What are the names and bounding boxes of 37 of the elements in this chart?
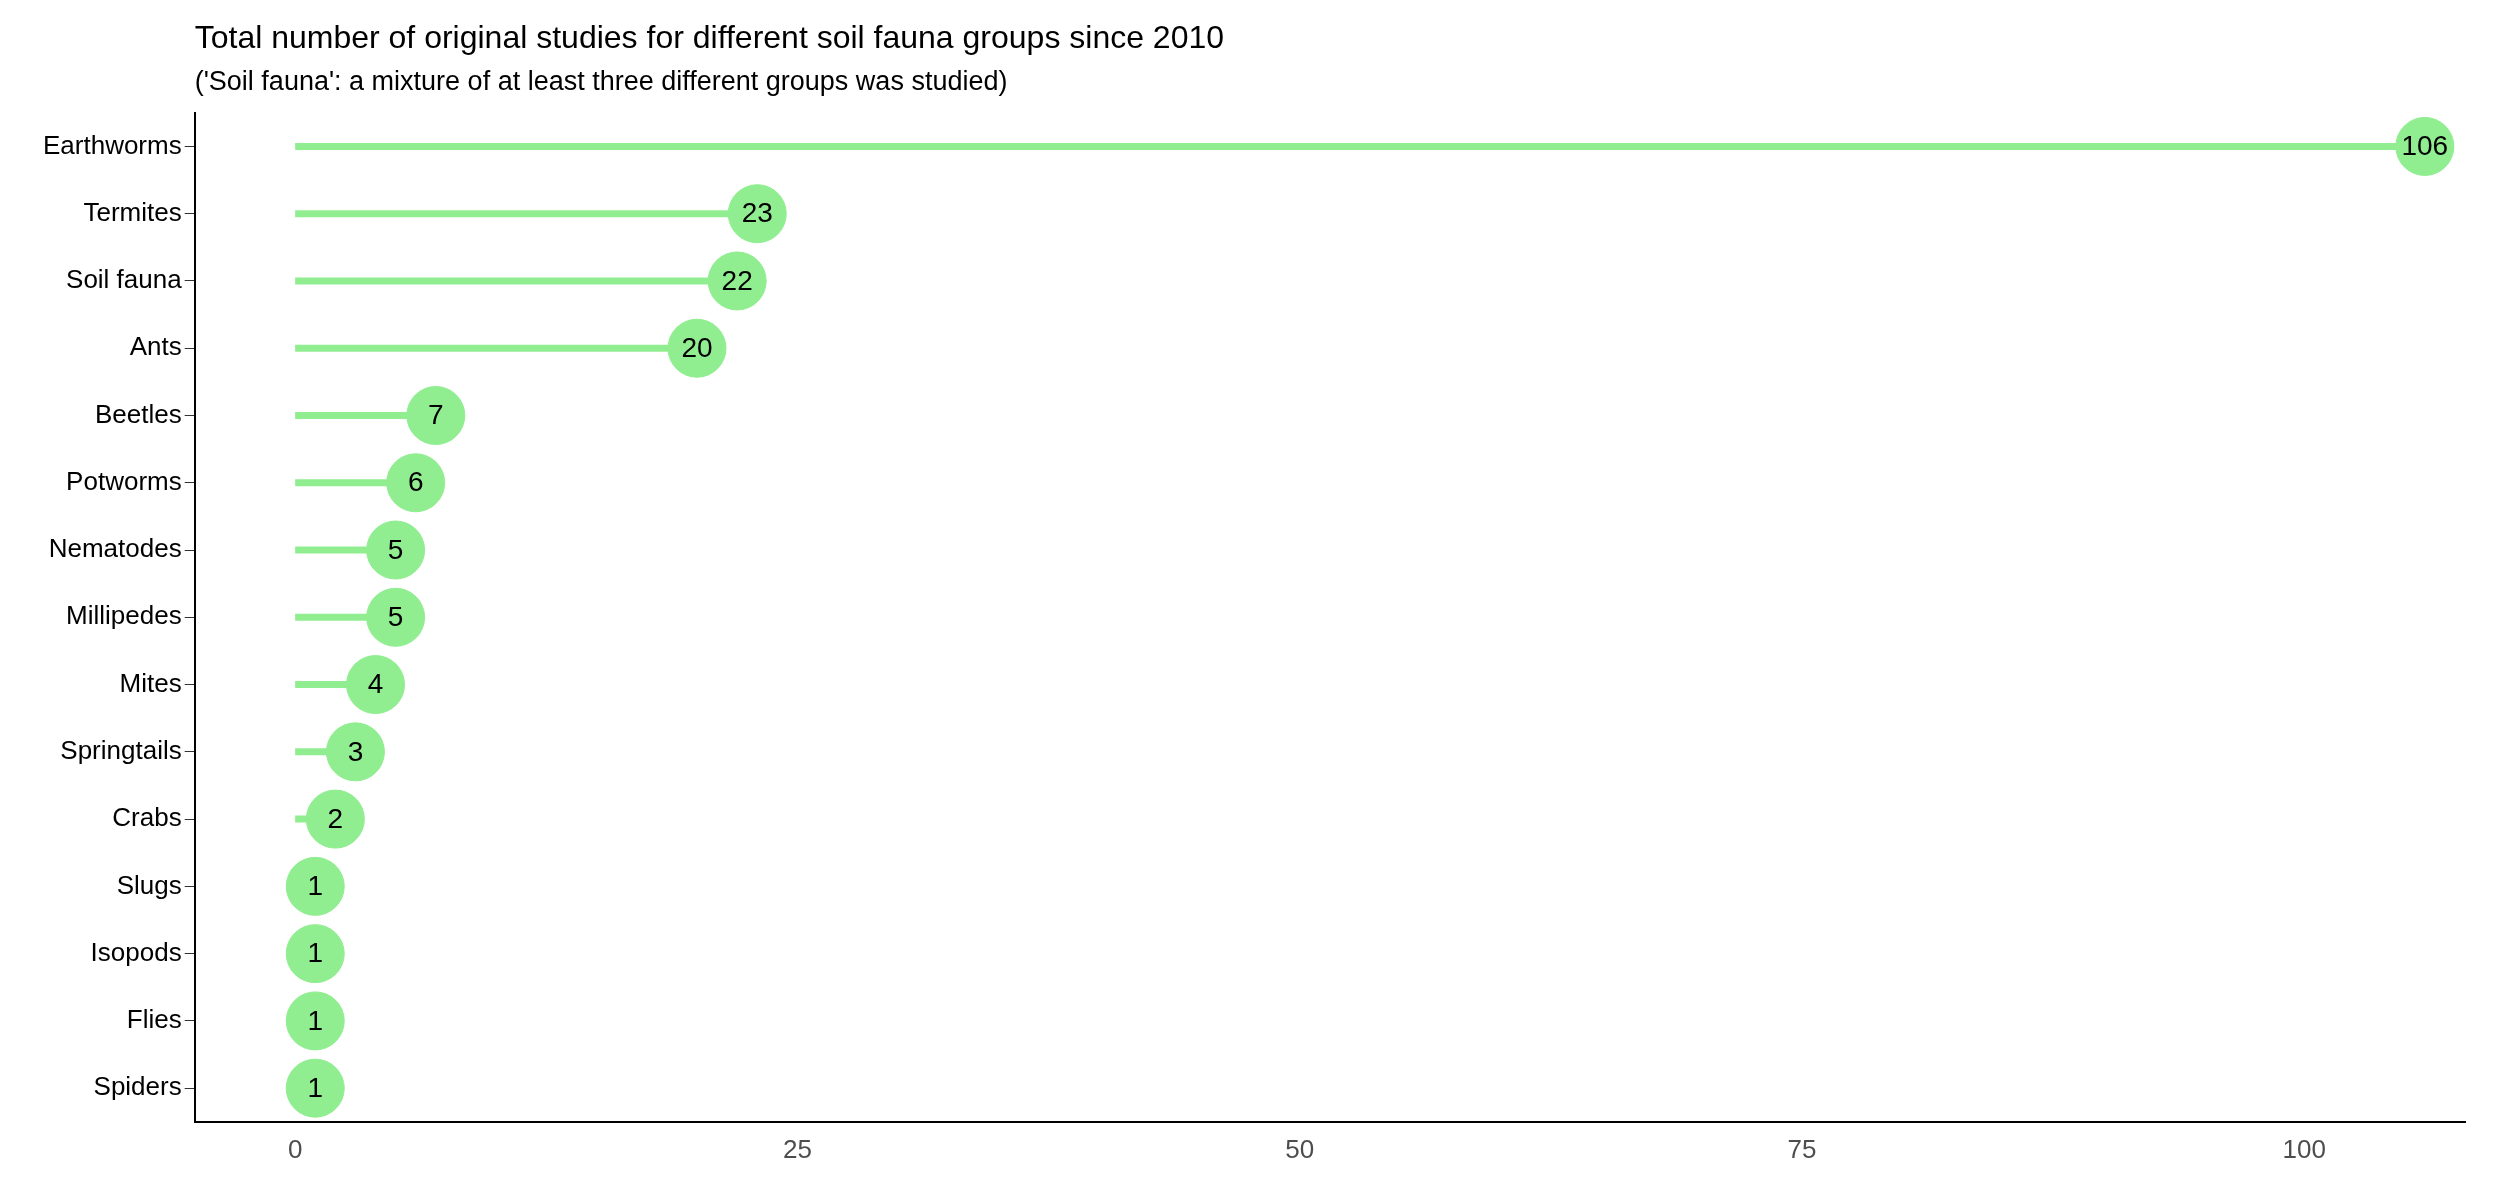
data-label: 22 [721, 264, 753, 296]
x-tick-label: 25 [782, 1133, 812, 1164]
x-tick-label: 100 [2282, 1133, 2326, 1164]
y-tick-label: Spiders [93, 1071, 182, 1102]
y-tick-label: Ants [129, 331, 182, 362]
data-label: 20 [681, 331, 713, 363]
data-label: 3 [347, 735, 364, 767]
data-label: 5 [387, 601, 404, 633]
chart-subtitle: ('Soil fauna': a mixture of at least three different groups was studied) [194, 66, 1008, 97]
data-label: 2 [327, 802, 344, 834]
data-label: 1 [307, 1071, 324, 1103]
x-tick-label: 75 [1787, 1133, 1817, 1164]
data-label: 106 [2401, 130, 2449, 162]
y-tick-label: Mites [119, 667, 182, 698]
chart-title: Total number of original studies for different soil fauna groups since 2010 [194, 19, 1225, 56]
y-tick-label: Slugs [116, 869, 182, 900]
data-label: 5 [387, 533, 404, 565]
data-label: 6 [407, 466, 424, 498]
y-tick-label: Flies [126, 1004, 182, 1035]
y-tick-label: Nematodes [48, 533, 182, 564]
y-tick-label: Earthworms [42, 129, 182, 160]
x-tick-label: 50 [1285, 1133, 1315, 1164]
y-tick-label: Soil fauna [66, 264, 183, 295]
y-tick-label: Beetles [94, 398, 182, 429]
data-label: 4 [367, 668, 384, 700]
y-tick-label: Springtails [60, 735, 182, 766]
y-tick-label: Millipedes [66, 600, 182, 631]
data-label: 23 [741, 197, 773, 229]
y-tick-label: Potworms [66, 465, 182, 496]
x-tick-label: 0 [287, 1133, 303, 1164]
y-tick-label: Isopods [90, 936, 182, 967]
data-label: 7 [428, 399, 444, 431]
data-label: 1 [307, 937, 324, 969]
y-tick-label: Termites [83, 196, 182, 227]
data-label: 1 [307, 1004, 324, 1036]
y-tick-label: Crabs [112, 802, 182, 833]
data-label: 1 [307, 870, 324, 902]
